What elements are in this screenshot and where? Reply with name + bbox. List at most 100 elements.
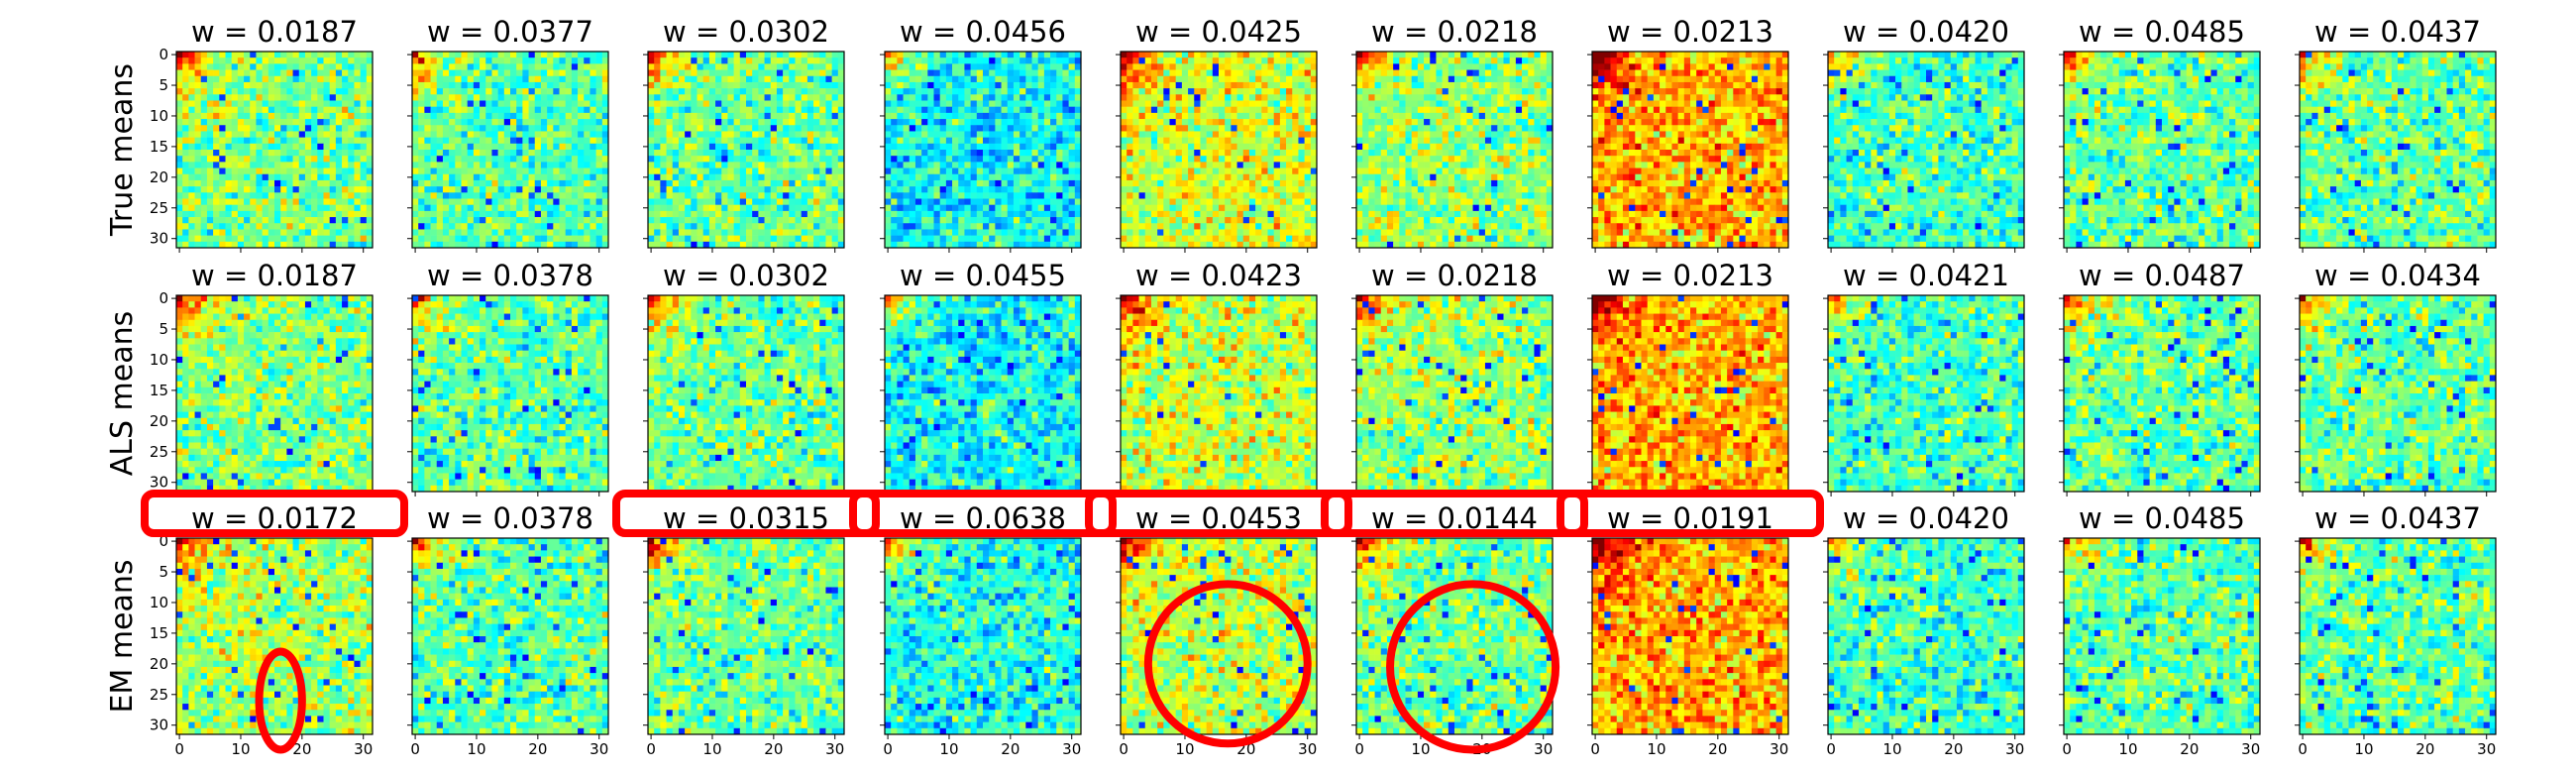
heatmap-cell [691, 168, 697, 174]
heatmap-cell [838, 138, 844, 144]
heatmap-cell [654, 70, 660, 76]
heatmap-cell [485, 131, 491, 137]
heatmap-cell [342, 229, 348, 235]
heatmap-cell [256, 63, 262, 69]
heatmap-cell [232, 125, 238, 131]
heatmap-cell [244, 94, 250, 100]
heatmap-cell [443, 94, 449, 100]
heatmap-cell [226, 168, 232, 174]
heatmap-cell [897, 101, 903, 107]
heatmap-cell [602, 162, 608, 167]
heatmap-cell [485, 125, 491, 131]
heatmap-cell [1032, 88, 1038, 94]
heatmap-cell [802, 63, 807, 69]
heatmap-cell [989, 205, 995, 211]
heatmap-cell [491, 101, 497, 107]
heatmap-cell [361, 82, 367, 88]
heatmap-cell [182, 174, 188, 180]
heatmap-cell [238, 113, 244, 119]
heatmap-cell [578, 199, 584, 205]
heatmap-cell [813, 192, 819, 198]
heatmap-cell [293, 223, 299, 229]
heatmap-cell [424, 186, 430, 192]
heatmap-cell [838, 223, 844, 229]
heatmap-cell [746, 186, 752, 192]
heatmap-cell [213, 223, 219, 229]
heatmap-cell [783, 125, 789, 131]
heatmap-cell [348, 57, 354, 63]
heatmap-cell [299, 236, 305, 242]
heatmap-cell [299, 88, 305, 94]
heatmap-cell [213, 229, 219, 235]
heatmap-cell [891, 125, 897, 131]
heatmap-cell [468, 150, 474, 156]
heatmap-cell [572, 82, 578, 88]
heatmap-cell [317, 168, 323, 174]
heatmap-cell [560, 174, 566, 180]
heatmap-cell [897, 199, 903, 205]
heatmap-cell [977, 205, 983, 211]
heatmap-cell [424, 242, 430, 248]
heatmap-cell [654, 180, 660, 186]
heatmap-cell [348, 217, 354, 223]
heatmap-cell [771, 199, 777, 205]
heatmap-cell [952, 70, 958, 76]
heatmap-cell [1062, 180, 1068, 186]
heatmap-cell [207, 138, 213, 144]
heatmap-cell [1032, 82, 1038, 88]
heatmap-cell [1032, 119, 1038, 125]
heatmap-cell [250, 205, 256, 211]
heatmap-cell [897, 131, 903, 137]
heatmap-cell [201, 242, 207, 248]
heatmap-cell [1032, 217, 1038, 223]
heatmap-cell [685, 162, 691, 167]
heatmap-cell [361, 205, 367, 211]
heatmap-cell [424, 168, 430, 174]
heatmap-cell [590, 229, 595, 235]
heatmap-cell [412, 76, 418, 82]
heatmap-cell [250, 144, 256, 150]
heatmap-cell [504, 156, 510, 162]
heatmap-cell [802, 174, 807, 180]
heatmap-cell [462, 180, 468, 186]
heatmap-cell [958, 223, 964, 229]
heatmap-cell [946, 199, 952, 205]
heatmap-cell [746, 76, 752, 82]
heatmap-cell [740, 101, 746, 107]
panel-title: w = 0.0302 [663, 15, 829, 49]
heatmap-cell [547, 94, 553, 100]
heatmap-cell [268, 88, 274, 94]
heatmap-cell [232, 156, 238, 162]
heatmap-cell [541, 242, 547, 248]
heatmap-cell [1032, 223, 1038, 229]
heatmap-cell [819, 144, 825, 150]
heatmap-cell [709, 242, 715, 248]
heatmap-cell [342, 150, 348, 156]
heatmap-cell [305, 70, 311, 76]
heatmap-cell [921, 174, 927, 180]
heatmap-cell [971, 180, 977, 186]
heatmap-cell [572, 138, 578, 144]
heatmap-cell [1020, 94, 1025, 100]
heatmap-cell [667, 168, 673, 174]
heatmap-cell [213, 186, 219, 192]
heatmap-cell [418, 236, 424, 242]
heatmap-cell [958, 76, 964, 82]
heatmap-cell [885, 138, 891, 144]
heatmap-cell [480, 52, 485, 57]
heatmap-cell [207, 217, 213, 223]
heatmap-cell [715, 63, 721, 69]
heatmap-cell [1069, 217, 1075, 223]
heatmap-cell [758, 168, 764, 174]
heatmap-cell [721, 156, 727, 162]
heatmap-cell [324, 76, 330, 82]
heatmap-cell [195, 162, 201, 167]
heatmap-cell [529, 217, 535, 223]
heatmap-cell [983, 186, 989, 192]
heatmap-cell [219, 156, 225, 162]
heatmap-cell [703, 150, 709, 156]
heatmap-cell [590, 192, 595, 198]
heatmap-cell [462, 205, 468, 211]
heatmap-cell [468, 211, 474, 217]
heatmap-cell [927, 223, 933, 229]
